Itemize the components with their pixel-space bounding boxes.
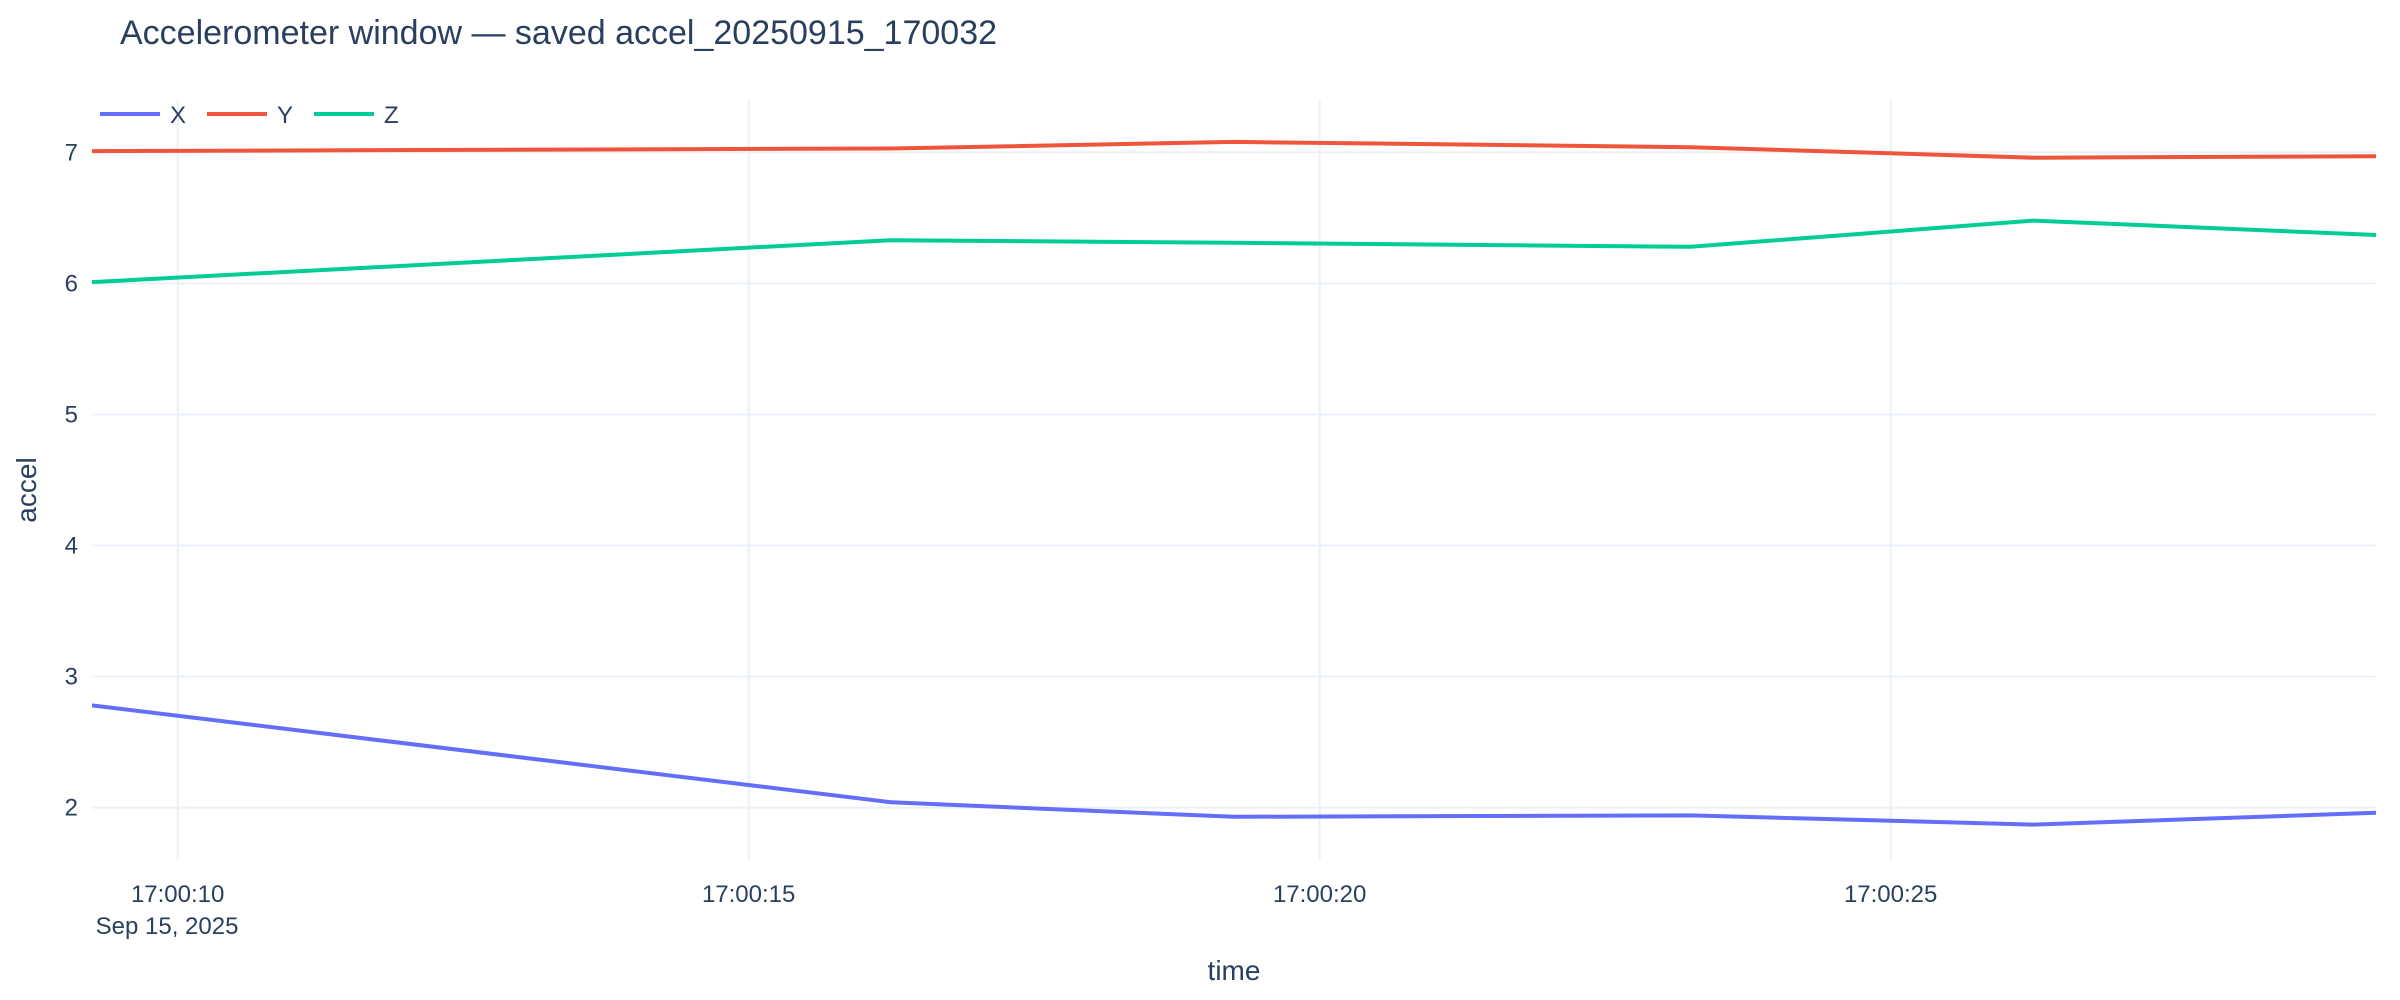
legend-label: Z xyxy=(384,102,399,129)
x-tick-label: 17:00:10 xyxy=(131,881,224,908)
x-axis-ticks: 17:00:10 17:00:15 17:00:20 17:00:25 xyxy=(131,881,1937,908)
x-tick-date-label: Sep 15, 2025 xyxy=(96,913,239,940)
x-tick-label: 17:00:15 xyxy=(702,881,795,908)
legend-item-y[interactable]: Y xyxy=(207,102,293,129)
legend[interactable]: X Y Z xyxy=(100,102,399,129)
y-tick-label: 4 xyxy=(65,533,78,560)
series-line-x[interactable] xyxy=(91,703,2377,827)
y-tick-label: 2 xyxy=(65,795,78,822)
y-tick-label: 3 xyxy=(65,664,78,691)
y-axis-ticks: 2 3 4 5 6 7 xyxy=(65,139,78,821)
x-tick-label: 17:00:25 xyxy=(1844,881,1937,908)
legend-label: X xyxy=(170,102,186,129)
legend-item-z[interactable]: Z xyxy=(314,102,399,129)
y-axis-title: accel xyxy=(11,457,42,522)
legend-item-x[interactable]: X xyxy=(100,102,186,129)
y-tick-label: 6 xyxy=(65,270,78,297)
legend-label: Y xyxy=(277,102,293,129)
series-line-y[interactable] xyxy=(91,139,2377,160)
series-lines xyxy=(91,139,2377,827)
grid xyxy=(92,100,2376,860)
x-axis-title: time xyxy=(1208,955,1261,986)
x-tick-label: 17:00:20 xyxy=(1273,881,1366,908)
series-line-z[interactable] xyxy=(91,218,2377,285)
y-tick-label: 7 xyxy=(65,139,78,166)
y-tick-label: 5 xyxy=(65,401,78,428)
chart-title: Accelerometer window — saved accel_20250… xyxy=(120,14,998,52)
